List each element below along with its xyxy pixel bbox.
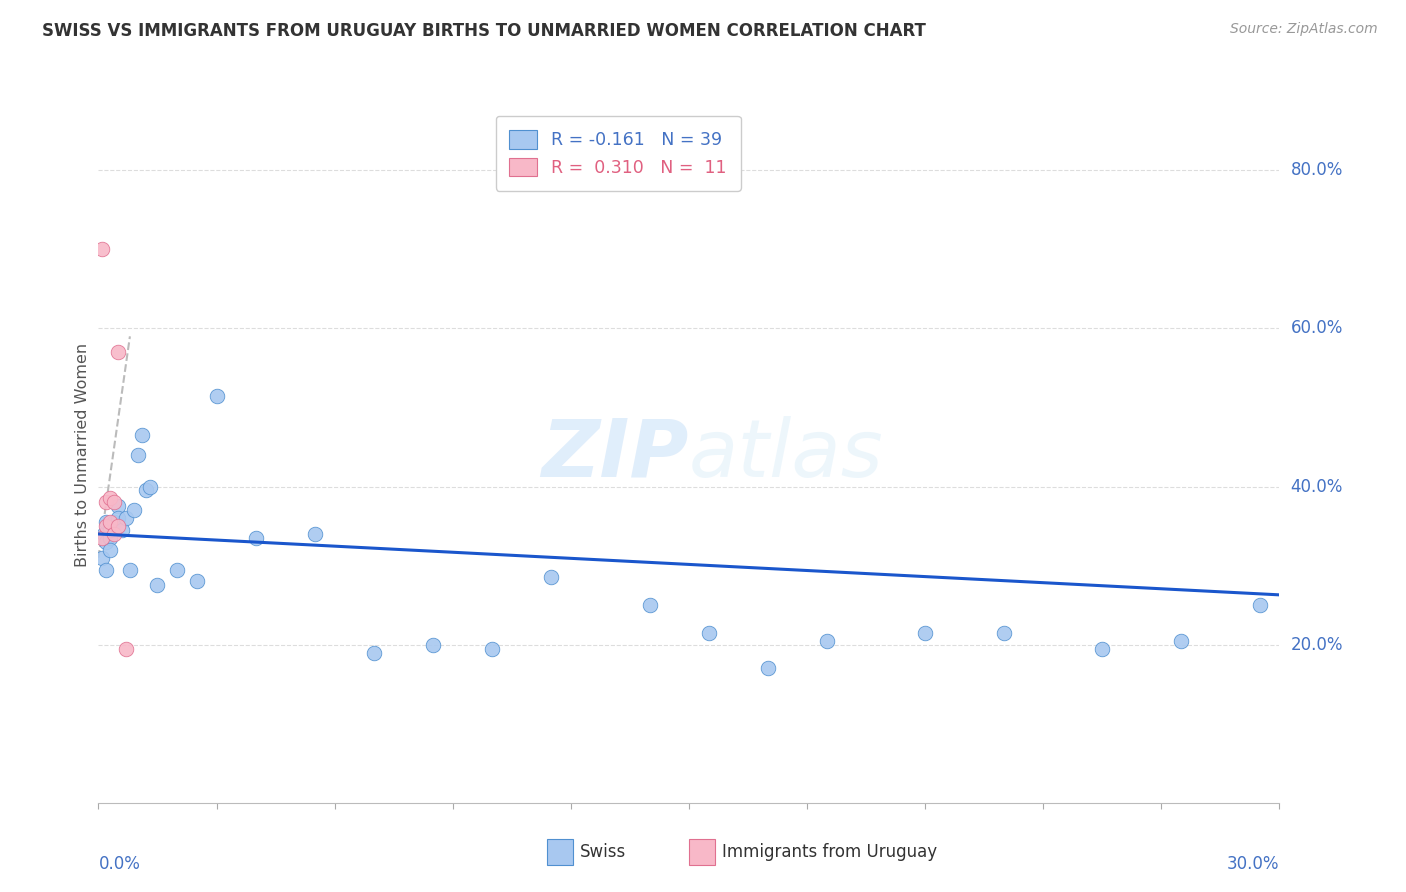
Point: [103, 515, 125, 529]
Point: [186, 574, 208, 589]
Point: [146, 578, 169, 592]
Text: 60.0%: 60.0%: [1291, 319, 1343, 337]
Point: [304, 527, 326, 541]
Point: [166, 563, 188, 577]
Point: [422, 638, 444, 652]
Point: [96, 563, 118, 577]
Point: [131, 428, 153, 442]
Text: Swiss: Swiss: [581, 843, 627, 861]
Point: [96, 519, 118, 533]
Text: Source: ZipAtlas.com: Source: ZipAtlas.com: [1230, 22, 1378, 37]
Point: [245, 531, 267, 545]
Point: [815, 633, 838, 648]
Point: [138, 479, 160, 493]
Point: [98, 491, 121, 506]
Legend: R = -0.161   N = 39, R =  0.310   N =  11: R = -0.161 N = 39, R = 0.310 N = 11: [495, 116, 741, 191]
Point: [91, 550, 114, 565]
Point: [107, 345, 129, 359]
Point: [127, 448, 149, 462]
Point: [756, 661, 779, 675]
Point: [107, 511, 129, 525]
Point: [205, 389, 228, 403]
Point: [540, 570, 562, 584]
Bar: [689, 839, 714, 865]
Text: ZIP: ZIP: [541, 416, 689, 494]
Point: [135, 483, 157, 498]
Point: [122, 503, 145, 517]
Point: [91, 531, 114, 545]
Point: [638, 598, 661, 612]
Point: [115, 511, 138, 525]
Point: [697, 625, 720, 640]
Point: [107, 500, 129, 514]
Point: [98, 519, 121, 533]
Text: 20.0%: 20.0%: [1291, 636, 1343, 654]
Point: [363, 646, 385, 660]
Point: [93, 527, 115, 541]
Point: [914, 625, 936, 640]
Point: [98, 542, 121, 557]
Text: 80.0%: 80.0%: [1291, 161, 1343, 179]
Y-axis label: Births to Unmarried Women: Births to Unmarried Women: [75, 343, 90, 567]
Text: Immigrants from Uruguay: Immigrants from Uruguay: [723, 843, 938, 861]
Point: [993, 625, 1015, 640]
Text: 0.0%: 0.0%: [98, 855, 141, 873]
Point: [481, 641, 503, 656]
Point: [103, 495, 125, 509]
Point: [118, 563, 141, 577]
Text: atlas: atlas: [689, 416, 884, 494]
Point: [111, 523, 134, 537]
Text: 30.0%: 30.0%: [1227, 855, 1279, 873]
Text: 40.0%: 40.0%: [1291, 477, 1343, 496]
Bar: [547, 839, 574, 865]
Point: [98, 515, 121, 529]
Point: [107, 519, 129, 533]
Point: [1249, 598, 1271, 612]
Point: [96, 515, 118, 529]
Text: SWISS VS IMMIGRANTS FROM URUGUAY BIRTHS TO UNMARRIED WOMEN CORRELATION CHART: SWISS VS IMMIGRANTS FROM URUGUAY BIRTHS …: [42, 22, 927, 40]
Point: [98, 523, 121, 537]
Point: [96, 534, 118, 549]
Point: [98, 531, 121, 545]
Point: [103, 527, 125, 541]
Point: [1170, 633, 1192, 648]
Point: [115, 641, 138, 656]
Point: [91, 243, 114, 257]
Point: [1091, 641, 1114, 656]
Point: [96, 495, 118, 509]
